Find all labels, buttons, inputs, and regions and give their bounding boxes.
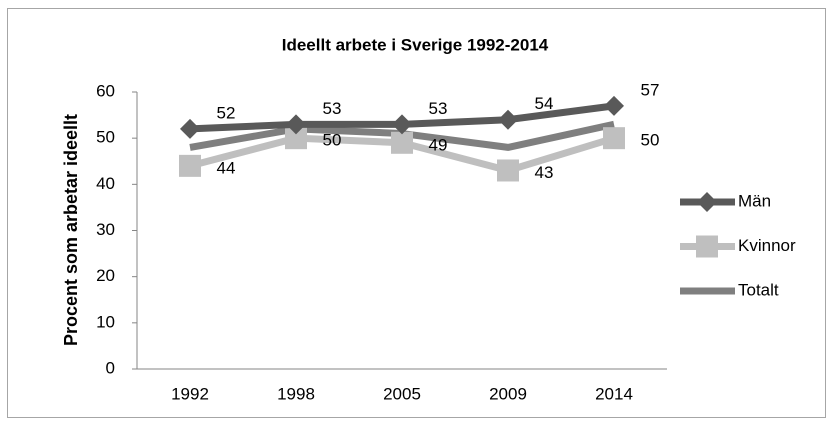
y-tick-label: 10: [96, 312, 115, 331]
y-axis-label: Procent som arbetar ideellt: [61, 114, 81, 346]
y-tick-label: 40: [96, 174, 115, 193]
legend-label: Män: [738, 191, 771, 210]
data-label: 52: [217, 103, 236, 122]
chart-title: Ideellt arbete i Sverige 1992-2014: [282, 35, 549, 54]
data-point: [498, 109, 518, 130]
x-tick-label: 2014: [595, 384, 633, 403]
legend-label: Totalt: [738, 280, 779, 299]
y-tick-label: 20: [96, 266, 115, 285]
legend-label: Kvinnor: [738, 236, 796, 255]
data-point: [497, 159, 519, 182]
data-label: 43: [535, 163, 554, 182]
chart-border: [7, 8, 826, 418]
data-label: 50: [323, 131, 342, 150]
data-label: 57: [641, 80, 660, 99]
data-label: 53: [323, 99, 342, 118]
legend-marker: [697, 192, 717, 212]
x-tick-label: 1992: [171, 384, 209, 403]
legend-marker: [696, 235, 718, 258]
data-point: [604, 95, 624, 116]
data-point: [285, 127, 307, 150]
data-label: 50: [641, 131, 660, 150]
data-label: 49: [429, 135, 448, 154]
data-point: [391, 131, 413, 154]
y-tick-label: 0: [106, 358, 115, 377]
x-tick-label: 2009: [489, 384, 527, 403]
y-tick-label: 60: [96, 81, 115, 100]
y-tick-label: 30: [96, 220, 115, 239]
y-tick-label: 50: [96, 128, 115, 147]
data-point: [180, 118, 200, 139]
data-point: [392, 114, 412, 135]
x-tick-label: 2005: [383, 384, 421, 403]
data-point: [603, 127, 625, 150]
data-label: 54: [535, 94, 554, 113]
data-point: [179, 154, 201, 177]
data-label: 53: [429, 99, 448, 118]
data-point: [286, 114, 306, 135]
data-label: 44: [217, 158, 236, 177]
x-tick-label: 1998: [277, 384, 315, 403]
